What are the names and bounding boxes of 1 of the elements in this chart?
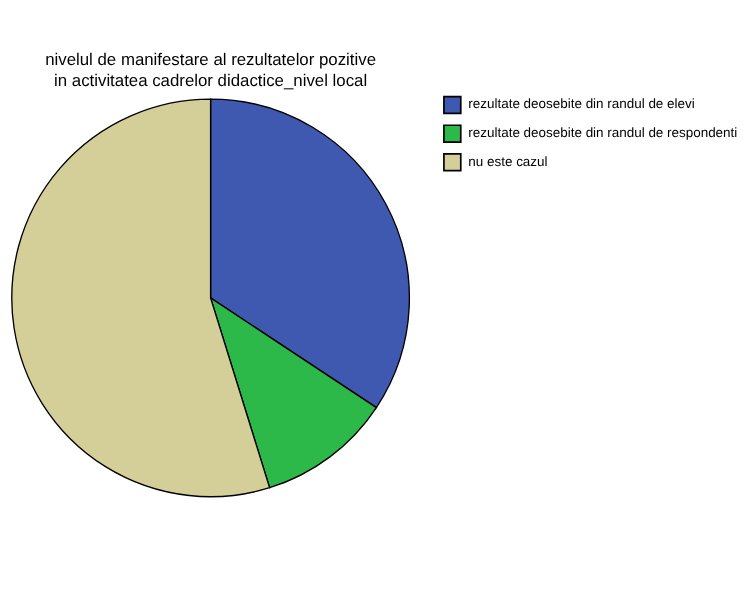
chart-title: nivelul de manifestare al rezultatelor pozitive in activitatea cadrelor didactice_nivel local <box>45 49 377 90</box>
